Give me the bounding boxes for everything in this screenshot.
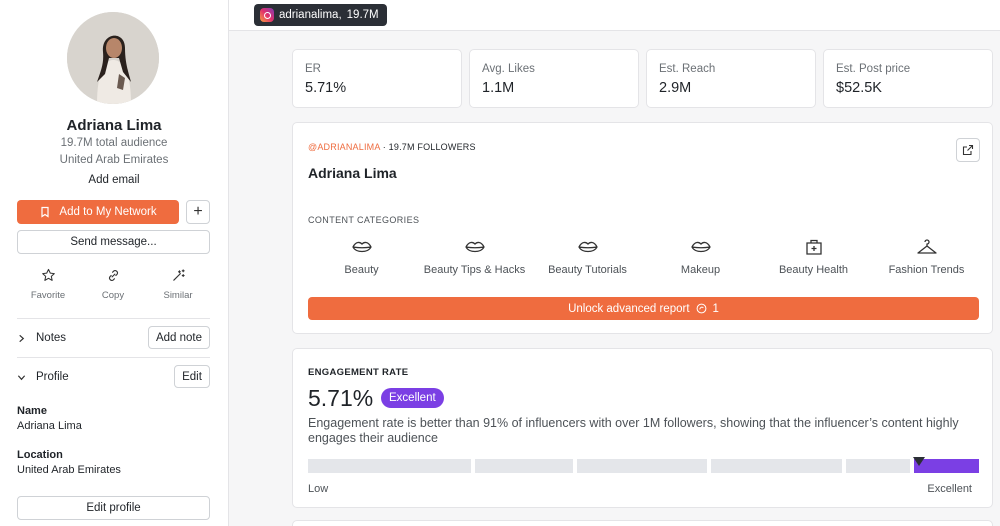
lips-icon — [690, 241, 711, 253]
engagement-scale — [308, 457, 979, 473]
edit-profile-button[interactable]: Edit profile — [17, 496, 210, 520]
unlock-label: Unlock advanced report — [568, 302, 690, 315]
add-note-button[interactable]: Add note — [148, 326, 210, 349]
location-field-value: United Arab Emirates — [17, 464, 121, 476]
bookmark-icon — [41, 206, 50, 218]
scale-marker-icon — [912, 457, 925, 466]
category-makeup: Makeup — [644, 238, 757, 276]
favorite-label: Favorite — [30, 290, 66, 301]
favorite-button[interactable]: Favorite — [16, 268, 80, 301]
profile-toggle[interactable]: Profile — [17, 371, 69, 383]
category-label: Makeup — [680, 264, 721, 276]
category-beauty-tips: Beauty Tips & Hacks — [418, 238, 531, 276]
unlock-advanced-report-button[interactable]: Unlock advanced report 1 — [308, 297, 979, 320]
stat-value: 2.9M — [659, 80, 692, 96]
magic-wand-icon — [172, 269, 185, 281]
engagement-rate-label: ENGAGEMENT RATE — [308, 367, 409, 378]
notes-label: Notes — [36, 332, 67, 344]
similar-label: Similar — [163, 290, 193, 301]
external-link-icon — [962, 144, 974, 156]
lips-icon — [464, 241, 485, 253]
account-pill[interactable]: adrianalima, 19.7M — [254, 4, 387, 26]
edit-button[interactable]: Edit — [174, 365, 210, 388]
content-categories-label: CONTENT CATEGORIES — [308, 215, 420, 225]
total-audience: 19.7M total audience — [60, 137, 168, 149]
account-followers: 19.7M — [346, 9, 379, 21]
category-label: Beauty Tips & Hacks — [423, 264, 526, 276]
top-bar: adrianalima, 19.7M — [229, 0, 1000, 31]
copy-button[interactable]: Copy — [81, 268, 145, 301]
scale-segment — [308, 459, 471, 473]
token-icon — [696, 303, 706, 314]
scale-segment — [914, 459, 979, 473]
plus-icon: + — [193, 203, 203, 220]
account-handle: adrianalima, — [279, 9, 342, 21]
category-label: Beauty Tutorials — [548, 264, 627, 276]
star-icon — [41, 268, 55, 281]
name-field-label: Name — [17, 405, 47, 417]
profile-section-label: Profile — [36, 371, 69, 383]
location-field-label: Location — [17, 449, 63, 461]
engagement-rate-value: 5.71% — [308, 385, 374, 411]
scale-segment — [577, 459, 707, 473]
external-link-button[interactable] — [956, 138, 980, 162]
chevron-right-icon — [19, 334, 25, 342]
stat-card-est-reach: Est. Reach 2.9M — [646, 49, 816, 108]
category-fashion-trends: Fashion Trends — [870, 238, 983, 276]
add-plus-button[interactable]: + — [186, 200, 210, 224]
category-label: Beauty — [344, 264, 379, 276]
add-to-network-label: Add to My Network — [59, 206, 157, 218]
overview-followers: · 19.7M FOLLOWERS — [380, 142, 476, 152]
profile-country: United Arab Emirates — [59, 154, 169, 166]
overview-title: Adriana Lima — [308, 165, 397, 181]
profile-name: Adriana Lima — [66, 117, 162, 134]
category-beauty-health: Beauty Health — [757, 238, 870, 276]
add-to-network-button[interactable]: Add to My Network — [17, 200, 179, 224]
engagement-description: Engagement rate is better than 91% of in… — [308, 416, 959, 445]
category-beauty: Beauty — [305, 238, 418, 276]
avatar — [67, 12, 159, 104]
unlock-count: 1 — [712, 302, 719, 315]
stat-label: Est. Post price — [836, 63, 911, 75]
add-email-link[interactable]: Add email — [88, 174, 140, 186]
overview-card: @ADRIANALIMA · 19.7M FOLLOWERS Adriana L… — [292, 122, 993, 334]
engagement-rate-card: ENGAGEMENT RATE 5.71% Excellent Engageme… — [292, 348, 993, 508]
send-message-button[interactable]: Send message... — [17, 230, 210, 254]
stat-card-est-post-price: Est. Post price $52.5K — [823, 49, 993, 108]
lips-icon — [577, 241, 598, 253]
scale-segment — [846, 459, 910, 473]
scale-segment — [711, 459, 842, 473]
scale-high-label: Excellent — [927, 483, 972, 495]
divider — [17, 318, 210, 319]
stat-card-er: ER 5.71% — [292, 49, 462, 108]
scale-low-label: Low — [308, 483, 329, 495]
lips-icon — [351, 241, 372, 253]
hanger-icon — [916, 239, 937, 254]
scale-segment — [475, 459, 573, 473]
stat-value: 1.1M — [482, 80, 515, 96]
handle-followers-line: @ADRIANALIMA · 19.7M FOLLOWERS — [308, 142, 476, 152]
stat-value: $52.5K — [836, 80, 882, 96]
stat-label: Est. Reach — [659, 63, 716, 75]
instagram-icon — [260, 8, 274, 22]
name-field-value: Adriana Lima — [17, 420, 82, 432]
link-icon — [108, 270, 118, 281]
engagement-badge: Excellent — [381, 388, 444, 408]
category-label: Fashion Trends — [888, 264, 965, 276]
notes-toggle[interactable]: Notes — [17, 332, 66, 344]
similar-button[interactable]: Similar — [146, 268, 210, 301]
medical-bag-icon — [805, 239, 822, 255]
stat-card-avg-likes: Avg. Likes 1.1M — [469, 49, 639, 108]
chevron-down-icon — [17, 374, 26, 380]
stat-value: 5.71% — [305, 80, 347, 96]
category-beauty-tutorials: Beauty Tutorials — [531, 238, 644, 276]
next-card — [292, 520, 993, 526]
profile-sidebar: Adriana Lima 19.7M total audience United… — [0, 0, 229, 526]
copy-label: Copy — [101, 290, 125, 301]
divider — [17, 357, 210, 358]
overview-handle[interactable]: @ADRIANALIMA — [308, 142, 381, 152]
category-label: Beauty Health — [778, 264, 849, 276]
stat-label: Avg. Likes — [482, 63, 535, 75]
stat-label: ER — [305, 63, 321, 75]
